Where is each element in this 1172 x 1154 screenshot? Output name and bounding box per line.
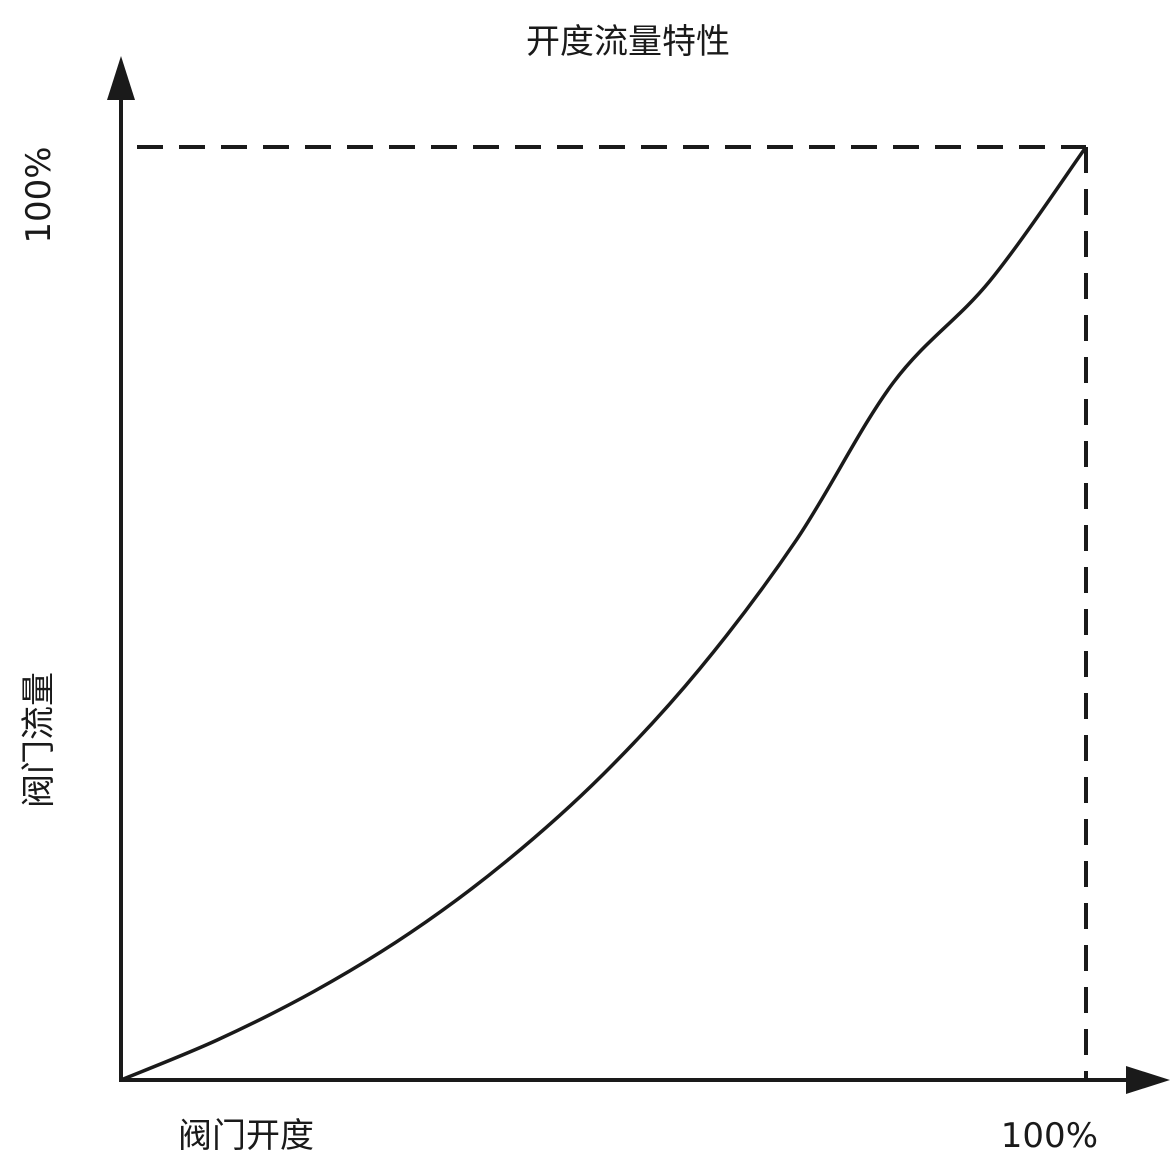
y-axis-arrow-icon — [107, 56, 135, 100]
y-axis-label: 阀门流量 — [19, 672, 59, 808]
x-axis-label: 阀门开度 — [178, 1116, 314, 1154]
x-axis-max-label: 100% — [1001, 1116, 1098, 1154]
chart-title: 开度流量特性 — [526, 22, 730, 62]
x-axis-arrow-icon — [1126, 1066, 1170, 1094]
flow-characteristic-curve — [120, 145, 1088, 1082]
y-axis-max-label: 100% — [19, 146, 59, 243]
